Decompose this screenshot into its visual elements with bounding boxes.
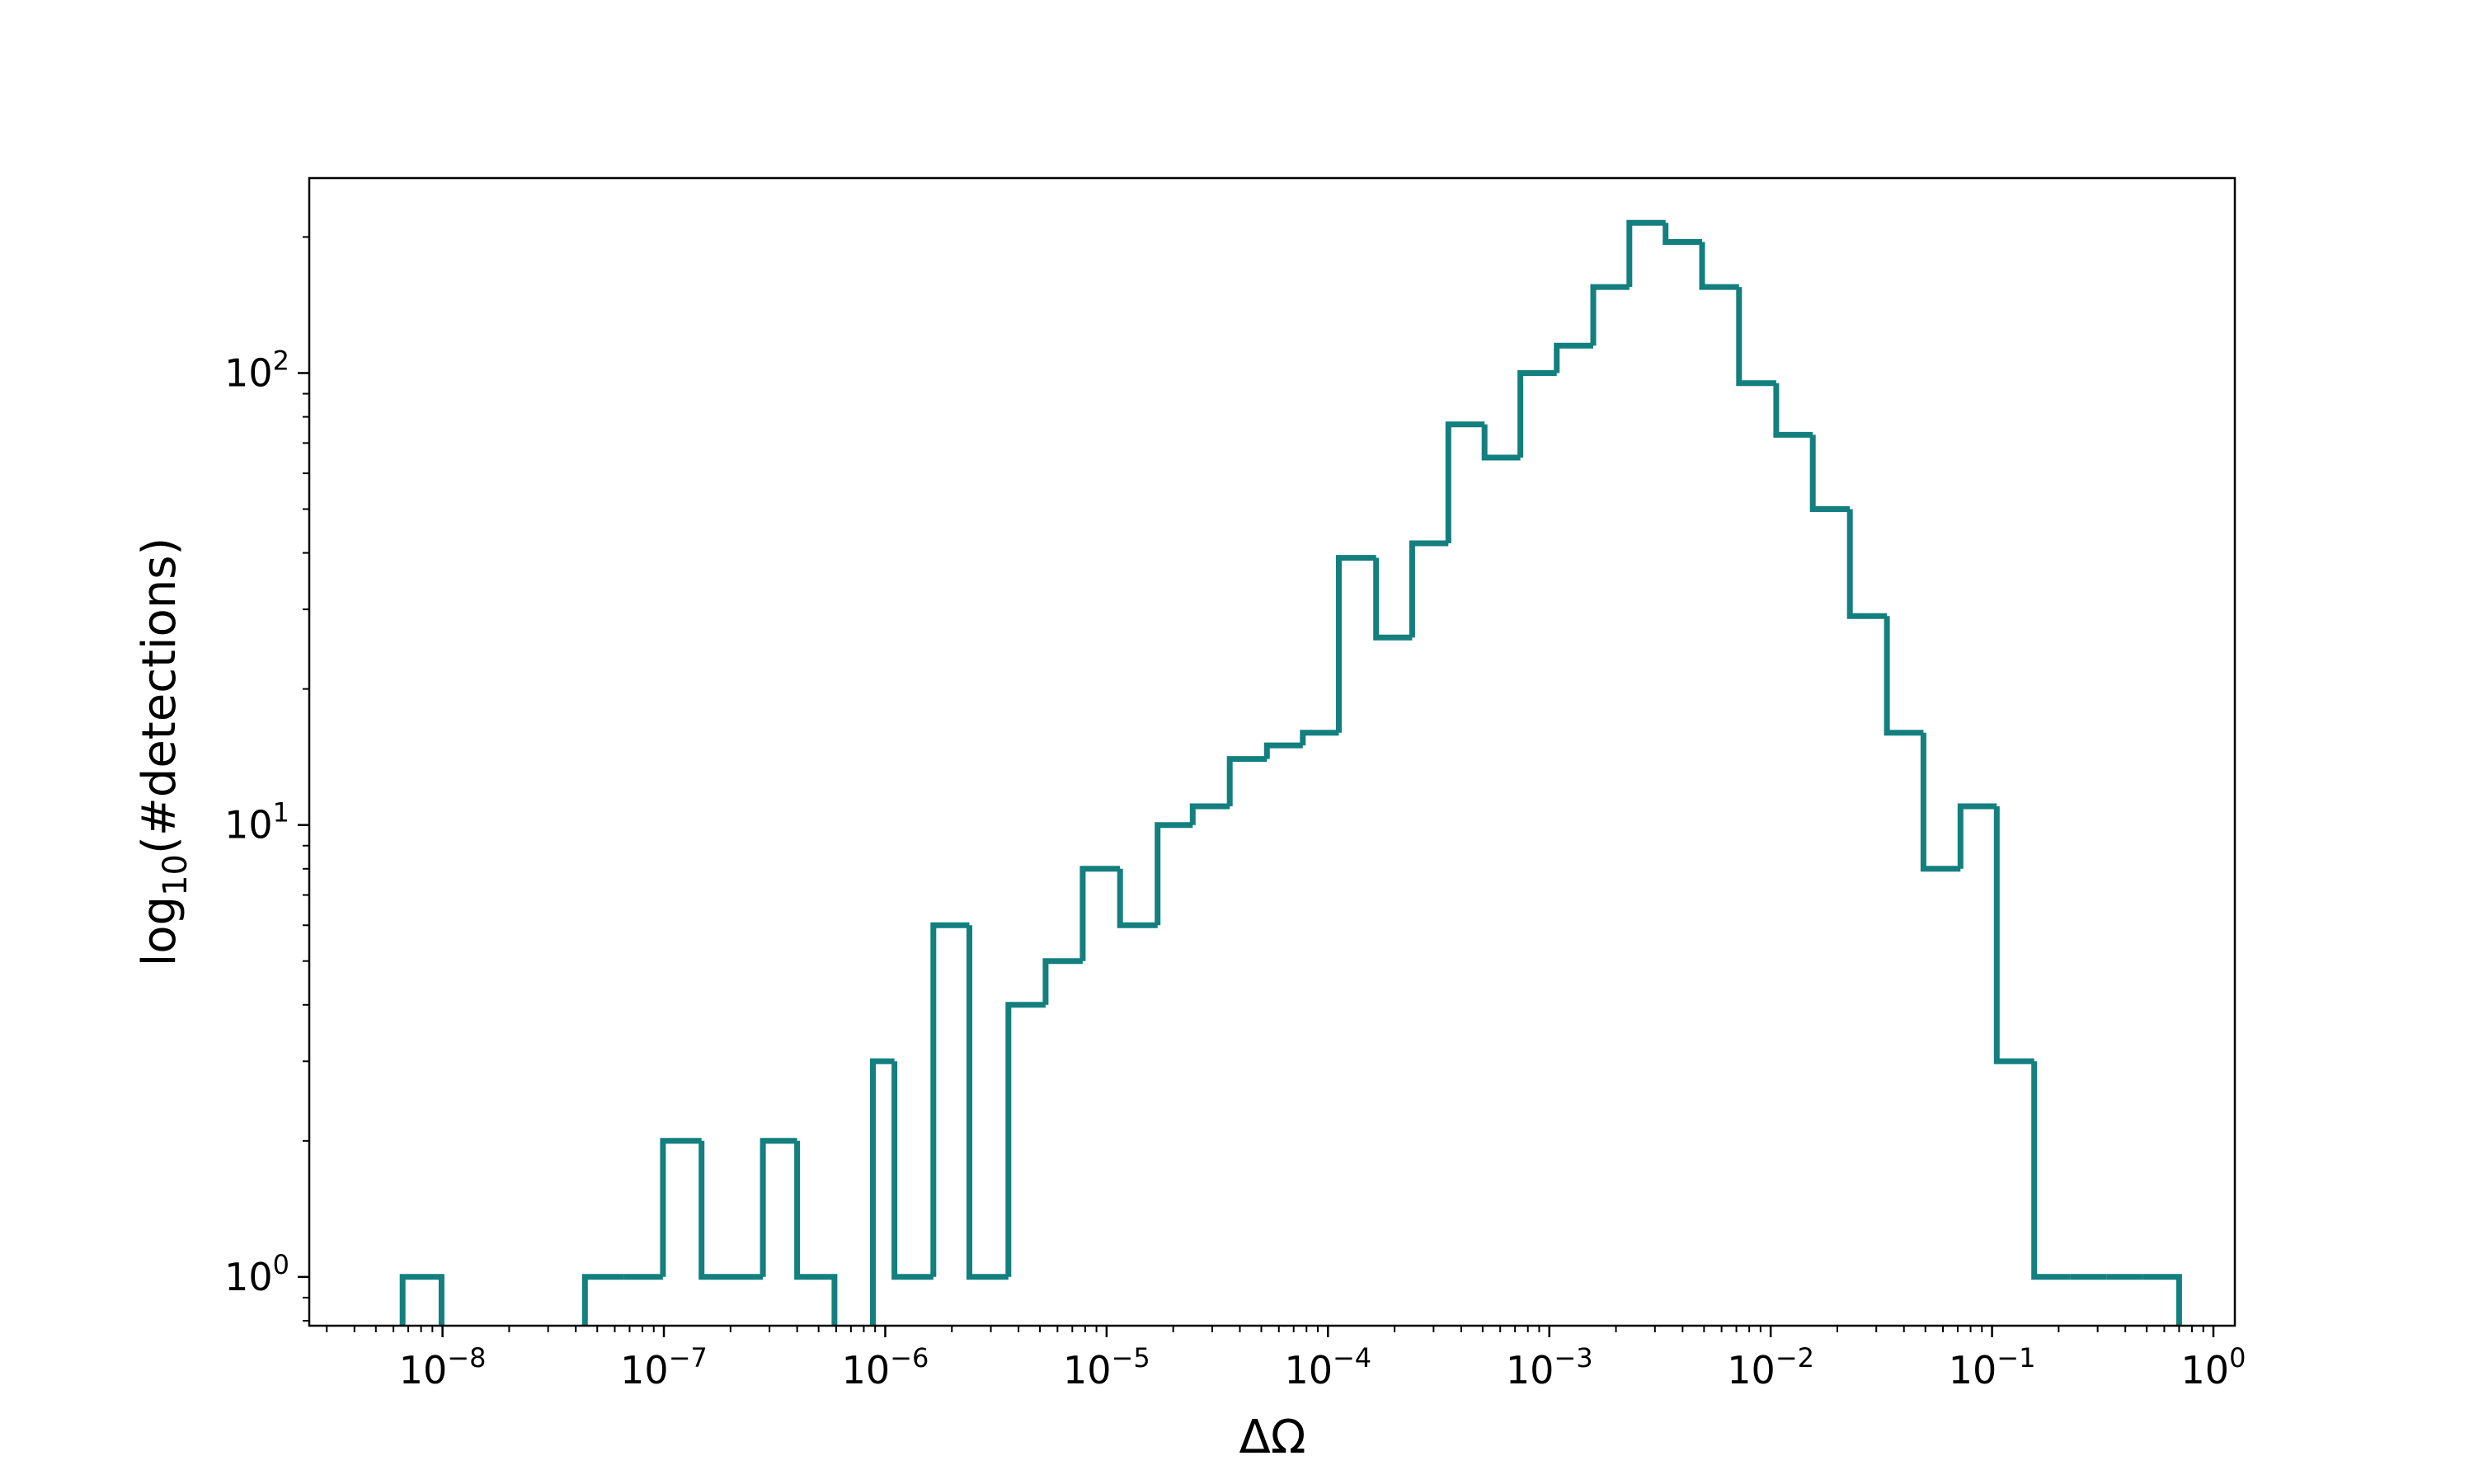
histogram-bin: [1189, 803, 1230, 825]
histogram-bin: [1336, 555, 1376, 733]
histogram-bin: [1590, 284, 1630, 346]
histogram-bin: [1957, 803, 1997, 869]
histogram-bin: [1079, 866, 1121, 961]
histogram-bin: [1005, 1002, 1046, 1277]
y-axis-label-main: log: [133, 896, 186, 966]
x-tick-label: 10−8: [399, 1342, 487, 1392]
x-tick-label: 10−6: [842, 1342, 929, 1392]
histogram-bin: [1736, 287, 1776, 387]
histogram-bin: [698, 1140, 741, 1280]
histogram-bin: [870, 1058, 895, 1326]
ticks-layer: 10−8 10−7 10−6 10−5 10−4 10−3 10−2 10−1 100 100 10…: [224, 236, 2246, 1392]
histogram-bin: [1626, 219, 1666, 288]
histogram-bin: [660, 1138, 702, 1277]
histogram-bin: [581, 1274, 624, 1326]
x-tick-label: 10−3: [1506, 1342, 1593, 1392]
histogram-bin: [1699, 242, 1739, 290]
histogram-bin: [794, 1140, 838, 1326]
histogram-bin: [891, 1061, 934, 1280]
y-axis-label: log10(#detections): [133, 538, 195, 967]
y-tick-label: 102: [224, 345, 289, 395]
histogram-bin: [1517, 370, 1557, 458]
histogram-bin: [1042, 958, 1083, 1005]
y-tick-label: 101: [224, 797, 289, 848]
histogram-bin: [1445, 421, 1485, 543]
x-axis-label: ΔΩ: [1239, 1411, 1305, 1464]
histogram-bin: [2031, 1061, 2071, 1280]
y-axis-label-rest: (#detections): [133, 538, 186, 854]
y-axis-label-subscript: 10: [157, 854, 195, 896]
histogram-bin: [1920, 732, 1961, 872]
histogram-bin: [967, 925, 1009, 1280]
plot-frame: [308, 176, 2236, 1327]
y-tick-label: 100: [224, 1249, 289, 1299]
histogram-bin: [1884, 616, 1924, 736]
x-tick-label: 10−2: [1727, 1342, 1814, 1392]
x-tick-label: 10−7: [620, 1342, 708, 1392]
histogram-bin: [1373, 557, 1413, 641]
histogram-bin: [399, 1274, 444, 1326]
histogram-bin: [2142, 1274, 2182, 1326]
x-tick-label: 10−4: [1284, 1342, 1371, 1392]
histogram-bin: [1117, 868, 1158, 928]
histogram-bin: [1409, 540, 1449, 638]
histogram-bin: [1263, 742, 1303, 759]
histogram-bin: [1809, 434, 1851, 512]
histogram-layer: [399, 219, 2182, 1326]
histogram-bin: [1481, 424, 1521, 461]
histogram-bin: [1300, 730, 1339, 746]
histogram-bin: [1993, 806, 2034, 1064]
x-tick-label: 10−1: [1949, 1342, 2036, 1392]
histogram-bin: [1155, 822, 1193, 926]
histogram-bin: [1554, 342, 1593, 373]
histogram-bin: [1846, 509, 1888, 619]
x-tick-label: 100: [2181, 1342, 2246, 1392]
histogram-bin: [760, 1138, 797, 1277]
histogram-bin: [1773, 383, 1813, 438]
x-tick-label: 10−5: [1063, 1342, 1150, 1392]
histogram-bin: [930, 922, 970, 1277]
histogram-bin: [1226, 756, 1268, 806]
histogram-bin: [1663, 223, 1702, 245]
